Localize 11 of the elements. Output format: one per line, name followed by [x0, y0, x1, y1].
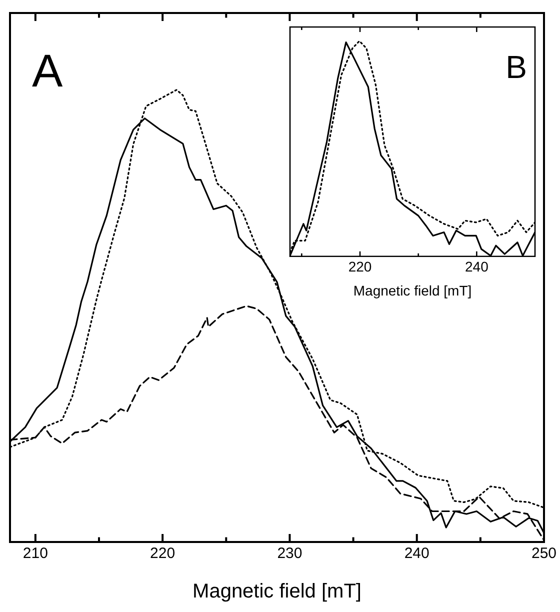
- x-tick-label: 220: [348, 258, 372, 275]
- annotation: B: [506, 48, 527, 85]
- x-tick-label: 240: [464, 258, 489, 275]
- x-tick-label: 220: [150, 545, 176, 562]
- x-axis-title: Magnetic field [mT]: [192, 580, 362, 603]
- annotation: A: [32, 44, 63, 97]
- x-tick-label: 230: [277, 545, 302, 562]
- x-tick-label: 250: [531, 545, 557, 562]
- x-tick-label: 210: [22, 545, 48, 562]
- x-tick-label: 240: [404, 545, 430, 562]
- x-axis-title: Magnetic field [mT]: [353, 282, 472, 298]
